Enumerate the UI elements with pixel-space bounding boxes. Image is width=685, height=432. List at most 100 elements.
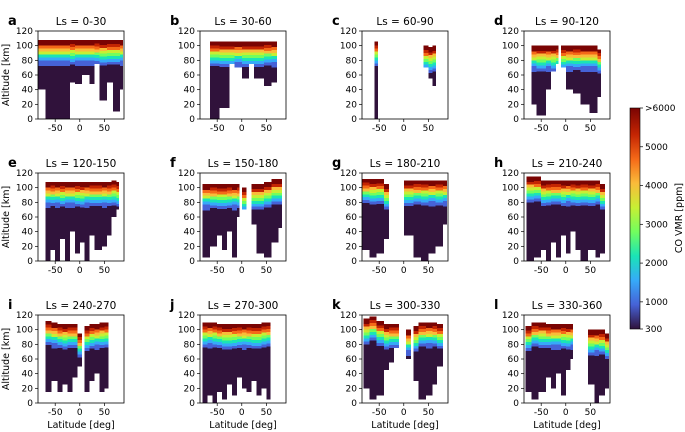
data-cell	[45, 237, 51, 241]
data-cell	[376, 375, 385, 379]
data-cell	[202, 242, 210, 246]
data-column	[413, 180, 421, 258]
data-cell	[51, 375, 58, 379]
y-tick-label: 100	[340, 184, 357, 194]
data-cell	[67, 350, 73, 354]
data-cell	[531, 361, 539, 365]
data-cell	[271, 228, 279, 231]
data-cell	[263, 62, 272, 66]
x-tick-label: -50	[534, 124, 549, 134]
x-tick-label: 50	[261, 408, 273, 418]
panel-title: Ls = 0-30	[56, 16, 107, 28]
data-cell	[533, 210, 542, 214]
data-cell	[72, 327, 78, 331]
data-cell	[555, 52, 559, 56]
data-cell	[74, 209, 80, 213]
data-cell	[546, 255, 552, 259]
data-cell	[45, 327, 52, 331]
data-cell	[531, 349, 539, 353]
data-cell	[217, 345, 223, 348]
data-cell	[67, 389, 73, 392]
data-cell	[526, 187, 534, 191]
data-cell	[209, 86, 220, 90]
data-cell	[69, 205, 75, 209]
data-cell	[369, 192, 377, 196]
data-cell	[278, 216, 283, 220]
data-cell	[587, 349, 595, 353]
data-cell	[241, 61, 250, 64]
data-cell	[526, 219, 534, 223]
data-cell	[62, 364, 68, 368]
data-cell	[526, 208, 534, 212]
data-column	[236, 323, 242, 378]
data-cell	[278, 210, 283, 214]
data-cell	[600, 218, 606, 222]
data-cell	[57, 389, 63, 392]
data-cell	[531, 378, 539, 382]
data-cell	[212, 394, 218, 398]
data-column	[62, 323, 68, 385]
data-cell	[406, 338, 412, 342]
data-cell	[60, 200, 66, 204]
data-cell	[120, 69, 124, 73]
data-cell	[212, 332, 218, 336]
data-cell	[546, 330, 552, 334]
data-cell	[278, 201, 283, 205]
data-cell	[374, 42, 379, 46]
data-cell	[362, 229, 370, 233]
data-cell	[580, 208, 588, 212]
data-cell	[256, 392, 262, 396]
data-cell	[74, 227, 80, 231]
data-cell	[362, 214, 370, 218]
data-cell	[84, 231, 90, 235]
data-cell	[580, 258, 588, 261]
data-cell	[589, 48, 598, 52]
data-cell	[526, 246, 534, 250]
data-cell	[254, 58, 264, 62]
data-column	[72, 323, 78, 378]
data-cell	[79, 192, 85, 196]
data-cell	[202, 400, 208, 403]
x-tick-label: 0	[77, 408, 83, 418]
data-cell	[217, 211, 223, 215]
data-cell	[551, 47, 556, 51]
data-cell	[241, 347, 247, 351]
data-cell	[551, 353, 556, 357]
data-cell	[104, 382, 109, 386]
data-cell	[525, 342, 532, 346]
data-cell	[261, 350, 267, 354]
data-cell	[246, 342, 252, 346]
data-cell	[384, 197, 390, 201]
data-cell	[573, 84, 581, 88]
data-cell	[219, 49, 230, 53]
data-cell	[560, 64, 566, 68]
data-cell	[50, 244, 56, 248]
data-cell	[413, 195, 421, 199]
data-cell	[227, 375, 232, 379]
data-cell	[425, 389, 433, 393]
data-cell	[541, 180, 547, 183]
data-cell	[560, 208, 566, 212]
data-cell	[389, 323, 394, 325]
data-cell	[229, 52, 235, 56]
data-cell	[82, 54, 90, 58]
y-tick-label: 40	[22, 228, 34, 238]
data-cell	[113, 79, 121, 83]
data-cell	[443, 192, 448, 195]
data-cell	[403, 220, 414, 224]
data-cell	[595, 230, 601, 234]
data-column	[74, 39, 83, 84]
data-cell	[50, 247, 56, 250]
data-cell	[369, 181, 377, 184]
data-cell	[60, 181, 66, 184]
data-column	[251, 184, 257, 225]
data-cell	[45, 255, 51, 259]
y-tick-label: 120	[502, 311, 519, 321]
data-cell	[231, 248, 237, 252]
data-cell	[551, 189, 556, 193]
data-cell	[38, 54, 46, 58]
data-cell	[594, 353, 600, 357]
data-cell	[374, 92, 379, 96]
data-cell	[266, 352, 271, 356]
data-cell	[101, 208, 107, 212]
